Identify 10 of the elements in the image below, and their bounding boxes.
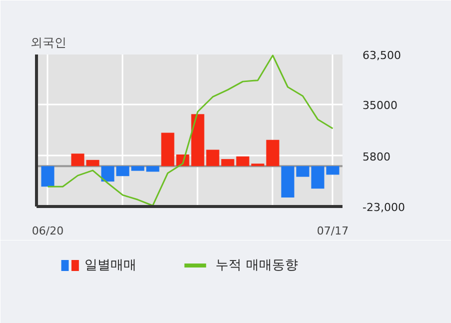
- bar: [41, 166, 54, 187]
- y-tick-label: 5800: [362, 150, 390, 164]
- chart-title: 외국인: [30, 36, 66, 50]
- y-tick-label: -23,000: [362, 201, 405, 214]
- legend-label: 일별매매: [84, 258, 137, 273]
- x-tick-label: 07/17: [316, 224, 349, 238]
- x-tick-label: 06/20: [32, 224, 64, 238]
- y-tick-label: 35000: [362, 99, 398, 112]
- legend-label: 누적 매매동향: [216, 258, 298, 273]
- y-tick-label: 63,500: [362, 49, 401, 62]
